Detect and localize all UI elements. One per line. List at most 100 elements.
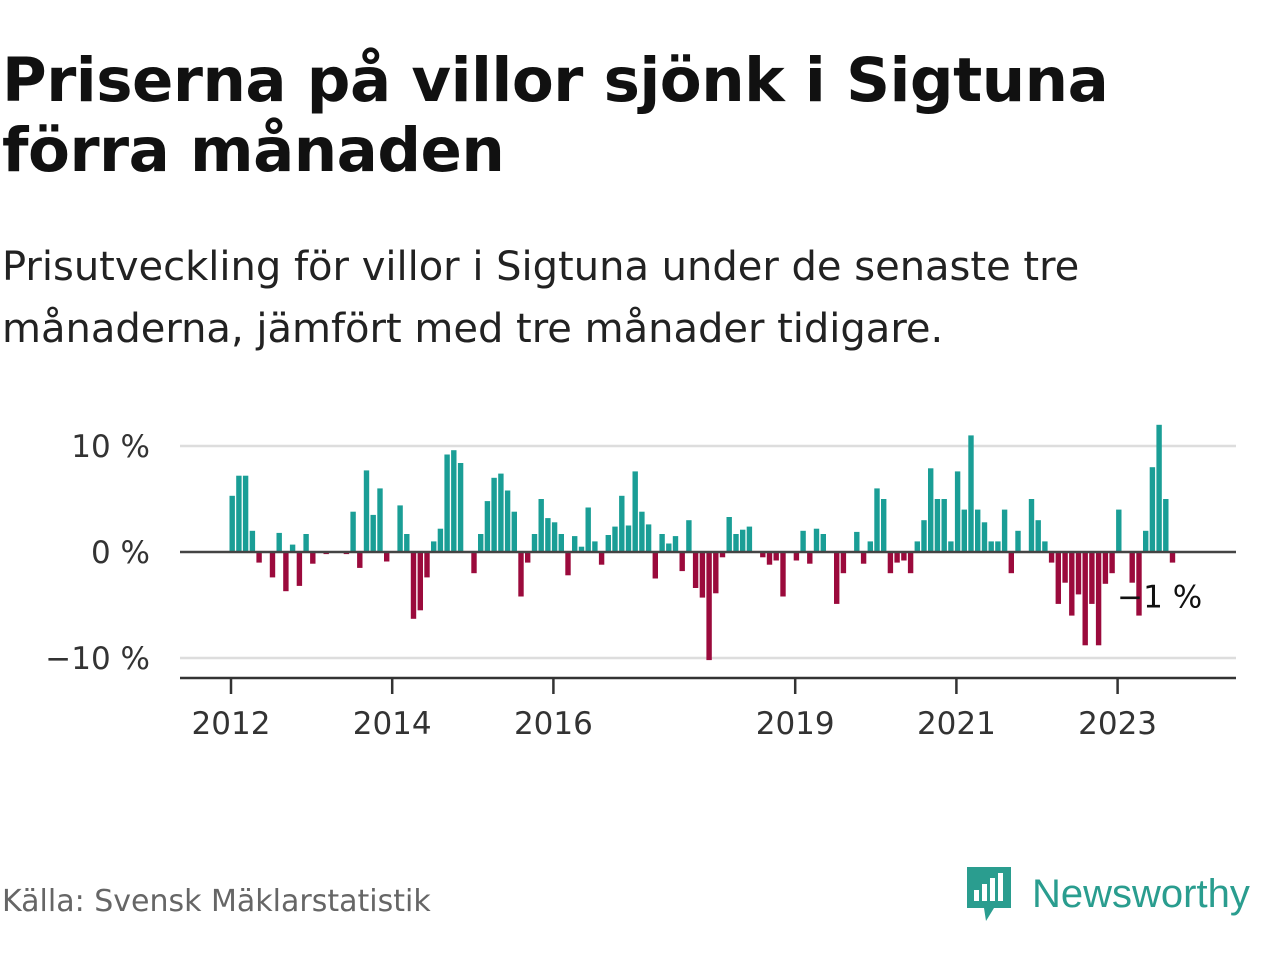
bar: [598, 552, 605, 565]
bar: [894, 552, 900, 563]
bar: [928, 468, 934, 552]
bar: [1095, 552, 1102, 646]
bar: [840, 552, 847, 574]
bar: [760, 552, 766, 558]
bar: [484, 501, 491, 552]
bar: [256, 552, 262, 563]
bar: [605, 535, 611, 552]
bar: [746, 526, 753, 552]
bar: [740, 529, 746, 552]
bar: [444, 454, 450, 552]
bar: [565, 552, 571, 576]
bar: [639, 511, 645, 552]
bar: [511, 511, 517, 552]
bar: [1129, 552, 1135, 583]
bar: [733, 534, 739, 552]
bar: [692, 552, 699, 588]
bar: [592, 541, 598, 552]
bar: [934, 499, 941, 552]
bar: [451, 450, 457, 552]
bar: [518, 552, 524, 597]
bar: [860, 552, 867, 564]
bar: [585, 507, 591, 552]
bar: [377, 488, 383, 552]
bar: [813, 528, 820, 552]
brand-name: Newsworthy: [1032, 871, 1250, 916]
x-tick-label: 2014: [353, 706, 432, 742]
bar: [995, 541, 1001, 552]
bar: [531, 534, 538, 552]
bar: [431, 541, 437, 552]
bar: [551, 522, 558, 552]
bar: [525, 552, 531, 563]
bar: [289, 544, 296, 552]
bar: [686, 520, 692, 552]
bar: [625, 525, 632, 552]
newsworthy-brand[interactable]: Newsworthy: [964, 864, 1250, 924]
bar: [1028, 499, 1035, 552]
bar: [1042, 541, 1048, 552]
bar: [276, 532, 282, 552]
bar-chart: 10 % 0 % −10 % 2012 2014 2016 2019 2021 2023 −1 %: [45, 424, 1236, 742]
bar: [478, 534, 484, 552]
bar: [1156, 424, 1162, 552]
bar: [1136, 552, 1142, 616]
bar: [350, 511, 356, 552]
bar: [1109, 552, 1115, 574]
bar: [236, 475, 242, 552]
bar: [793, 552, 800, 561]
bar: [269, 552, 276, 578]
bar: [941, 499, 947, 552]
bar: [1062, 552, 1068, 583]
bar: [363, 470, 370, 552]
bar: [249, 530, 256, 552]
bar: [384, 552, 390, 562]
bar: [1075, 552, 1082, 595]
bar: [283, 552, 289, 592]
bar: [424, 552, 430, 578]
bar: [968, 435, 974, 552]
bar: [404, 534, 410, 552]
x-tick-label: 2012: [192, 706, 271, 742]
bar: [310, 552, 316, 564]
bar: [632, 471, 638, 552]
bar: [491, 477, 497, 552]
bar: [867, 541, 873, 552]
bar: [1001, 509, 1008, 552]
last-value-label: −1 %: [1117, 580, 1202, 616]
bar: [1008, 552, 1014, 574]
bar: [303, 534, 309, 552]
bar: [437, 528, 444, 552]
bar: [1048, 552, 1055, 563]
bar: [713, 552, 719, 594]
bar: [1035, 520, 1041, 552]
bar: [961, 509, 967, 552]
bar: [572, 536, 578, 552]
bar: [981, 522, 988, 552]
bar: [874, 488, 880, 552]
bar: [1149, 467, 1156, 552]
bar: [679, 552, 685, 572]
bar: [766, 552, 773, 565]
x-tick-label: 2019: [756, 706, 835, 742]
bar: [645, 524, 652, 552]
bar: [417, 552, 423, 611]
bar: [699, 552, 706, 598]
bar: [706, 552, 712, 661]
y-tick-label: −10 %: [45, 641, 150, 677]
bar: [457, 463, 464, 552]
bar: [1116, 509, 1122, 552]
bar: [975, 509, 981, 552]
bar: [807, 552, 813, 564]
bar: [1082, 552, 1088, 646]
bar: [659, 534, 665, 552]
bar: [410, 552, 417, 619]
bar: [921, 520, 927, 552]
bar: [773, 552, 779, 561]
bar: [820, 534, 826, 552]
bar: [988, 541, 994, 552]
bar: [471, 552, 477, 574]
bar: [504, 490, 511, 552]
bar: [1169, 552, 1176, 563]
bar: [545, 518, 551, 552]
